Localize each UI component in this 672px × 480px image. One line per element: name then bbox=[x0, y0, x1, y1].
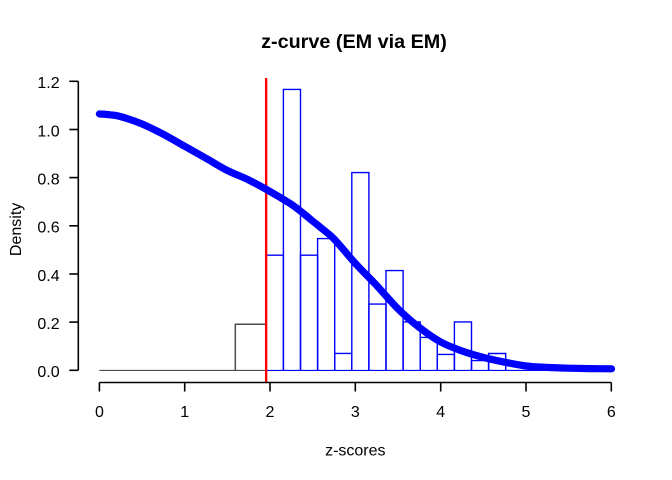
svg-text:4: 4 bbox=[436, 404, 445, 421]
svg-text:0.4: 0.4 bbox=[37, 268, 59, 285]
svg-text:3: 3 bbox=[351, 404, 360, 421]
svg-text:1.0: 1.0 bbox=[37, 123, 59, 140]
svg-text:6: 6 bbox=[607, 404, 616, 421]
svg-text:0.6: 0.6 bbox=[37, 220, 59, 237]
svg-text:0.2: 0.2 bbox=[37, 316, 59, 333]
svg-text:z-curve (EM via EM): z-curve (EM via EM) bbox=[261, 31, 447, 53]
svg-text:0: 0 bbox=[95, 404, 104, 421]
svg-text:0.0: 0.0 bbox=[37, 364, 59, 381]
svg-text:1: 1 bbox=[180, 404, 189, 421]
svg-text:0.8: 0.8 bbox=[37, 172, 59, 189]
svg-text:2: 2 bbox=[266, 404, 275, 421]
svg-text:z-scores: z-scores bbox=[325, 442, 385, 459]
svg-text:1.2: 1.2 bbox=[37, 75, 59, 92]
svg-text:Density: Density bbox=[8, 203, 25, 256]
svg-text:5: 5 bbox=[522, 404, 531, 421]
